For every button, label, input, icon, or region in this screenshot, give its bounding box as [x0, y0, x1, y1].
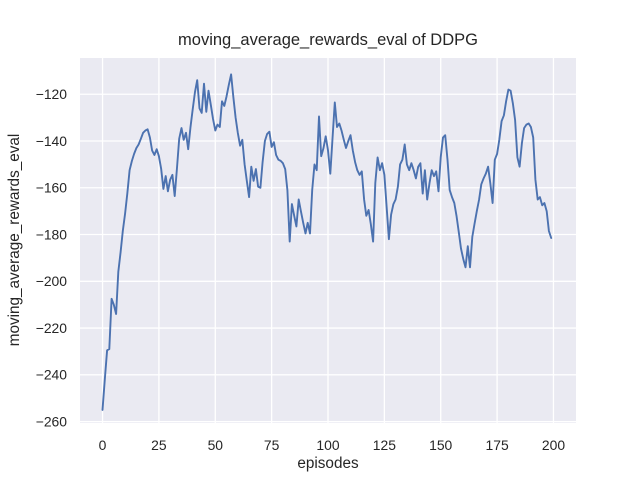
x-tick-label: 200 — [542, 437, 565, 453]
series-line — [101, 73, 553, 411]
y-tick-labels: −120 −140 −160 −180 −200 −220 −240 −260 — [36, 86, 68, 429]
y-tick-label: −240 — [36, 367, 68, 383]
y-tick-label: −120 — [36, 86, 68, 102]
chart-title: moving_average_rewards_eval of DDPG — [178, 31, 478, 49]
x-tick-label: 175 — [486, 437, 509, 453]
y-tick-label: −220 — [36, 320, 68, 336]
x-tick-label: 125 — [373, 437, 396, 453]
x-tick-label: 150 — [429, 437, 452, 453]
x-tick-label: 50 — [208, 437, 224, 453]
y-tick-label: −260 — [36, 413, 68, 429]
x-tick-label: 75 — [264, 437, 280, 453]
y-tick-label: −180 — [36, 226, 68, 242]
x-tick-label: 25 — [151, 437, 167, 453]
y-axis-label: moving_average_rewards_eval — [6, 134, 23, 347]
y-tick-label: −200 — [36, 273, 68, 289]
x-tick-label: 0 — [99, 437, 107, 453]
x-tick-labels: 0 25 50 75 100 125 150 175 200 — [99, 437, 566, 453]
x-axis-label: episodes — [297, 455, 359, 472]
y-tick-label: −140 — [36, 133, 68, 149]
x-tick-label: 100 — [316, 437, 339, 453]
gridlines — [80, 58, 576, 423]
y-tick-label: −160 — [36, 180, 68, 196]
